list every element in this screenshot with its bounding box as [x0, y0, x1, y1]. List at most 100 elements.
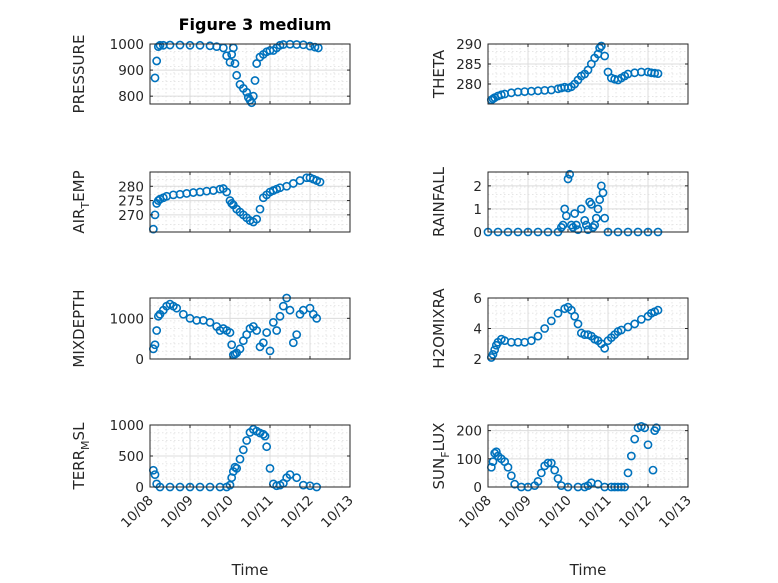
x-tick-label: 10/08 — [456, 493, 495, 532]
data-point — [305, 41, 315, 51]
x-tick-label: 10/12 — [278, 493, 317, 532]
data-point — [150, 340, 160, 350]
data-point — [600, 213, 610, 223]
data-point — [148, 465, 158, 475]
y-axis-label: AIRTEMP — [70, 170, 92, 233]
data-point — [260, 431, 270, 441]
minor-grid — [488, 425, 688, 487]
data-point — [583, 225, 593, 235]
data-point — [150, 470, 160, 479]
data-point — [165, 40, 175, 50]
data-point — [543, 458, 553, 468]
data-point — [596, 41, 606, 51]
x-tick-label: 10/10 — [536, 493, 575, 532]
data-point — [591, 213, 601, 223]
y-tick-label: 0 — [135, 480, 144, 496]
data-point — [150, 73, 160, 83]
data-point — [248, 91, 258, 101]
data-point — [275, 311, 285, 321]
data-point — [533, 331, 543, 341]
series-markers — [486, 422, 661, 492]
y-axis-label: TERRMSL — [70, 422, 92, 491]
data-point — [488, 350, 498, 359]
axes-frame — [149, 297, 351, 360]
x-tick-label: 10/13 — [318, 493, 357, 532]
data-point — [526, 336, 536, 346]
data-point — [623, 468, 633, 478]
series-markers — [150, 39, 323, 108]
subplot-mixdepth: 0 1000 MIXDEPTH — [70, 289, 351, 368]
data-point — [152, 56, 162, 66]
series-markers — [148, 424, 322, 492]
data-point — [238, 445, 248, 455]
x-axis-label: Time — [569, 561, 607, 579]
x-tick-label: 10/10 — [198, 493, 237, 532]
x-tick-label: 10/09 — [496, 493, 535, 532]
y-tick-label: 1000 — [110, 311, 144, 327]
data-point — [565, 169, 575, 179]
data-point — [570, 209, 580, 218]
data-point — [553, 308, 563, 318]
data-point — [227, 199, 237, 208]
data-point — [262, 328, 272, 337]
axes-frame — [487, 43, 689, 105]
y-axis-label: H2OMIXRA — [430, 288, 448, 369]
data-point — [600, 51, 610, 61]
data-point — [491, 447, 501, 457]
data-point — [152, 326, 162, 335]
data-point — [153, 311, 163, 321]
data-point — [540, 324, 550, 333]
data-point — [580, 216, 590, 225]
data-point — [630, 319, 640, 329]
subplot-theta: 280 285 290 THETA — [430, 37, 689, 105]
y-tick-label: 100 — [456, 452, 482, 468]
x-tick-label: 10/08 — [118, 493, 157, 532]
y-tick-label: 1000 — [110, 418, 144, 434]
data-point — [536, 468, 546, 478]
x-tick-label: 10/11 — [238, 493, 277, 532]
series-markers — [486, 302, 663, 362]
data-point — [653, 305, 663, 315]
data-point — [490, 345, 500, 355]
data-point — [563, 174, 573, 184]
data-point — [573, 319, 583, 329]
y-tick-label: 290 — [456, 37, 482, 53]
data-point — [250, 76, 260, 85]
series-markers — [483, 169, 663, 237]
data-point — [546, 316, 556, 326]
y-tick-label: 2 — [473, 352, 482, 368]
data-point — [488, 457, 498, 467]
data-point — [593, 204, 603, 214]
data-point — [600, 343, 610, 353]
data-point — [576, 204, 586, 214]
data-point — [315, 177, 325, 187]
subplot-rainfall: 0 1 2 RAINFALL — [430, 166, 689, 241]
y-tick-label: 280 — [456, 77, 482, 93]
data-point — [268, 317, 278, 327]
data-point — [242, 87, 252, 97]
data-point — [651, 423, 661, 433]
data-point — [626, 451, 636, 461]
data-point — [258, 338, 268, 348]
data-point — [230, 59, 240, 68]
data-point — [232, 463, 242, 473]
data-point — [230, 349, 240, 359]
data-point — [242, 436, 252, 445]
subplot-pressure: 800 900 1000 PRESSURE — [70, 35, 351, 113]
x-tick-label: 10/13 — [656, 493, 695, 532]
data-point — [503, 462, 513, 472]
y-tick-label: 285 — [456, 57, 482, 73]
y-tick-label: 0 — [473, 225, 482, 241]
axes-frame — [149, 171, 351, 233]
y-tick-label: 6 — [473, 291, 482, 307]
y-tick-label: 280 — [118, 179, 144, 195]
y-tick-label: 500 — [118, 449, 144, 465]
data-point — [595, 195, 605, 205]
y-tick-label: 1000 — [110, 37, 144, 53]
data-point — [225, 57, 235, 67]
data-point — [553, 474, 563, 483]
y-tick-label: 270 — [118, 208, 144, 224]
data-point — [586, 199, 596, 209]
x-tick-label: 10/12 — [616, 493, 655, 532]
